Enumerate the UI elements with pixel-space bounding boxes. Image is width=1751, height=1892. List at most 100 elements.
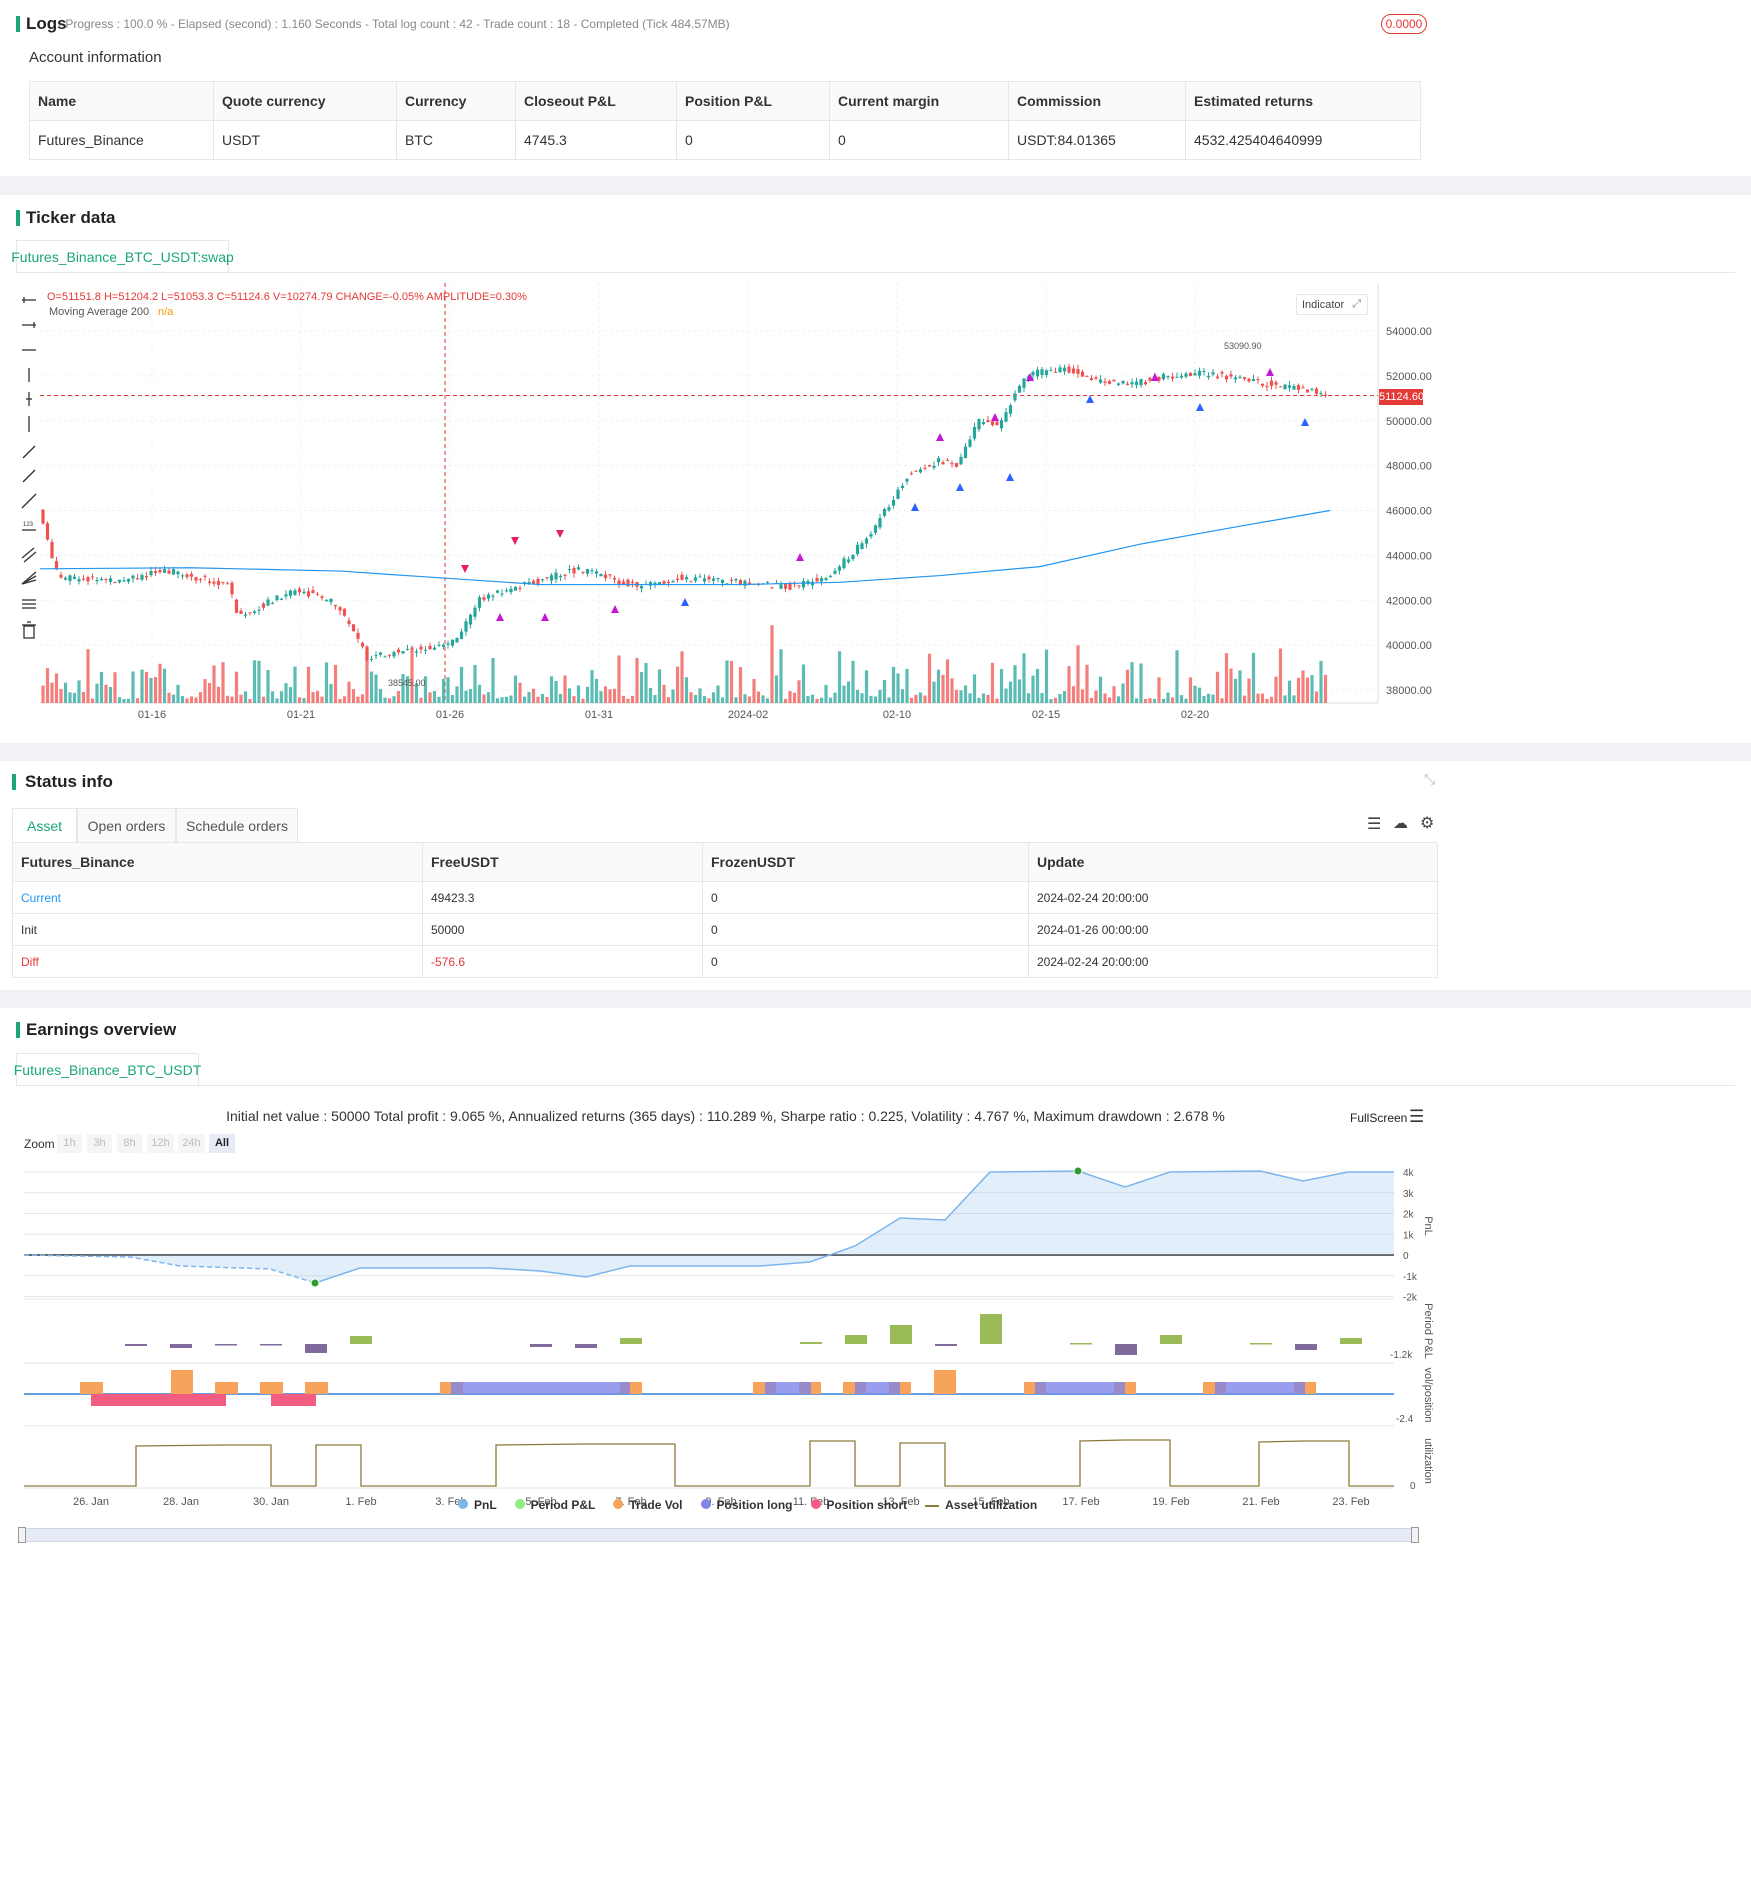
legend-utilization[interactable]: Asset utilization <box>925 1498 1037 1512</box>
horizontal-line-icon[interactable] <box>22 297 36 303</box>
indicator-button[interactable]: Indicator ⤢ <box>1296 294 1368 315</box>
candle-body <box>135 578 140 580</box>
zoom-12h[interactable]: 12h <box>147 1134 174 1153</box>
candle-body <box>387 654 392 656</box>
volume-bar <box>815 698 819 703</box>
volume-bar <box>356 696 360 703</box>
trash-icon[interactable] <box>22 621 36 639</box>
tab-asset[interactable]: Asset <box>12 808 77 843</box>
parallel-channel-icon[interactable] <box>21 547 37 563</box>
candle-body <box>482 597 486 600</box>
close-marker-arrow <box>936 433 944 441</box>
period-pnl-bar <box>1070 1343 1092 1345</box>
candle-body <box>783 583 788 589</box>
earnings-chart[interactable]: 4k 3k 2k 1k 0 -1k -2k -1.2k -2.4 0 PnL Period P&L vo… <box>0 1156 1440 1546</box>
candle-body <box>414 651 419 653</box>
candle-body <box>234 599 239 613</box>
zoom-24h[interactable]: 24h <box>178 1134 205 1153</box>
horizontal-ray-icon[interactable] <box>22 322 36 328</box>
volume-bar <box>626 698 630 703</box>
candle-body <box>441 644 446 647</box>
volume-bar <box>860 693 864 703</box>
price-tick-label: 38000.00 <box>1386 685 1432 697</box>
legend-pnl[interactable]: PnL <box>458 1498 497 1512</box>
x-tick-label: 1. Feb <box>345 1496 376 1508</box>
expand-icon[interactable]: ⤢ <box>1352 298 1362 310</box>
fullscreen-button[interactable]: FullScreen <box>1350 1111 1408 1125</box>
col-update: Update <box>1028 842 1438 882</box>
volume-bar <box>185 698 189 703</box>
legend-trade-vol[interactable]: Trade Vol <box>613 1498 683 1512</box>
navigator-scrollbar[interactable] <box>22 1528 1414 1542</box>
vertical-segment-icon[interactable] <box>26 392 32 406</box>
cell: 0 <box>702 881 1029 914</box>
candle-body <box>428 645 432 650</box>
price-label-icon[interactable]: 123 <box>22 522 36 531</box>
volume-bar <box>1017 679 1022 703</box>
legend-short[interactable]: Position short <box>810 1498 907 1512</box>
candle-body <box>1076 368 1080 374</box>
candle-body <box>842 558 846 568</box>
trend-line-icon[interactable] <box>22 445 36 459</box>
candle-body <box>212 581 216 584</box>
candle-body <box>1202 371 1206 373</box>
long-marker-arrow <box>1006 473 1014 481</box>
volume-bar <box>671 689 675 703</box>
volume-bar <box>1148 698 1152 703</box>
candle-body <box>324 600 329 602</box>
volume-bar <box>689 692 693 703</box>
candle-body <box>221 582 225 584</box>
short-marker-arrow <box>511 537 519 545</box>
candle-body <box>720 579 725 584</box>
zoom-8h[interactable]: 8h <box>117 1134 142 1153</box>
navigator-handle-left[interactable] <box>18 1527 26 1543</box>
settings-icon[interactable]: ⚙ <box>1420 815 1435 832</box>
candle-body <box>1292 386 1296 390</box>
zoom-1h[interactable]: 1h <box>57 1134 82 1153</box>
volume-bar <box>1071 686 1076 703</box>
volume-bar <box>1004 688 1008 703</box>
candle-body <box>900 485 905 489</box>
candle-body <box>846 559 851 563</box>
volume-bar <box>1170 697 1175 703</box>
cell: 49423.3 <box>422 881 703 914</box>
volume-bar <box>1278 648 1283 703</box>
candle-body <box>648 582 653 586</box>
volume-bar <box>1202 696 1206 703</box>
candle-body <box>320 596 324 598</box>
volume-bar <box>171 694 176 703</box>
tab-earnings-symbol[interactable]: Futures_Binance_BTC_USDT <box>14 1053 201 1086</box>
volume-bar <box>1283 695 1287 703</box>
volume-bar <box>99 671 104 703</box>
list-icon[interactable]: ☰ <box>1367 816 1382 833</box>
legend-period[interactable]: Period P&L <box>514 1498 595 1512</box>
candlestick-chart[interactable]: 54000.00 52000.00 50000.00 48000.00 46000.00… <box>40 283 1480 723</box>
extended-trend-icon[interactable] <box>21 493 37 509</box>
volume-bar <box>1224 653 1229 703</box>
legend-long[interactable]: Position long <box>700 1498 793 1512</box>
zoom-3h[interactable]: 3h <box>87 1134 112 1153</box>
col-position: Position P&L <box>676 81 830 121</box>
tab-open-orders[interactable]: Open orders <box>77 808 176 843</box>
cloud-icon[interactable]: ☁ <box>1393 815 1408 832</box>
candle-body <box>698 576 702 578</box>
candle-body <box>1323 394 1328 396</box>
candle-body <box>261 603 266 608</box>
tab-ticker-symbol[interactable]: Futures_Binance_BTC_USDT:swap <box>11 240 234 273</box>
volume-bar <box>801 664 806 703</box>
ray-icon[interactable] <box>22 469 36 483</box>
fib-fan-icon[interactable] <box>21 571 37 585</box>
candle-body <box>1161 373 1166 380</box>
candle-body <box>1148 377 1152 381</box>
fib-levels-icon[interactable] <box>22 599 36 609</box>
position-long-bar <box>1035 1382 1125 1394</box>
tab-schedule-orders[interactable]: Schedule orders <box>176 808 298 843</box>
candle-body <box>734 578 738 581</box>
close-icon[interactable]: ⤡ <box>1424 771 1436 787</box>
zoom-all[interactable]: All <box>209 1134 235 1153</box>
candle-body <box>963 446 968 459</box>
candle-body <box>923 467 927 469</box>
menu-icon[interactable]: ☰ <box>1409 1107 1425 1126</box>
volume-bar <box>522 696 527 703</box>
navigator-handle-right[interactable] <box>1411 1527 1419 1543</box>
